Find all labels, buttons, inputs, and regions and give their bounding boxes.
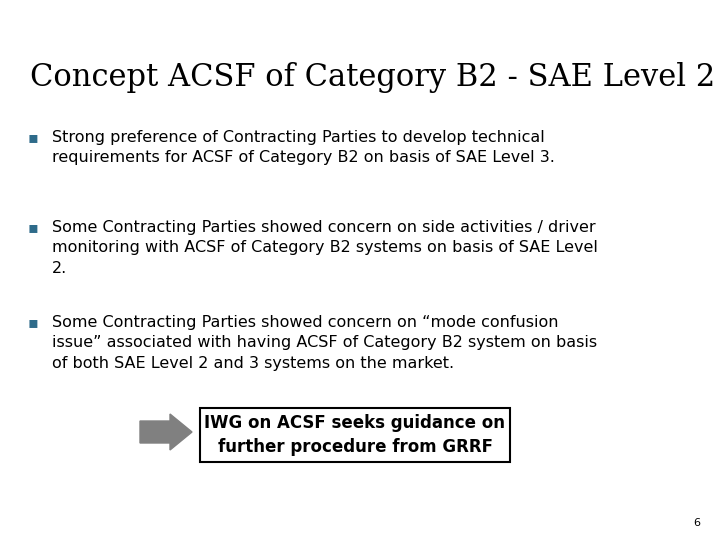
Text: ▪: ▪ (28, 220, 39, 235)
Text: 6: 6 (693, 518, 700, 528)
Text: Some Contracting Parties showed concern on “mode confusion
issue” associated wit: Some Contracting Parties showed concern … (52, 315, 597, 371)
Text: Concept ACSF of Category B2 - SAE Level 2 or 3?: Concept ACSF of Category B2 - SAE Level … (30, 62, 720, 93)
Text: IWG on ACSF seeks guidance on
further procedure from GRRF: IWG on ACSF seeks guidance on further pr… (204, 414, 505, 456)
Text: ▪: ▪ (28, 315, 39, 330)
Text: ▪: ▪ (28, 130, 39, 145)
FancyBboxPatch shape (200, 408, 510, 462)
FancyArrow shape (140, 414, 192, 450)
Text: Some Contracting Parties showed concern on side activities / driver
monitoring w: Some Contracting Parties showed concern … (52, 220, 598, 276)
Text: Strong preference of Contracting Parties to develop technical
requirements for A: Strong preference of Contracting Parties… (52, 130, 555, 165)
